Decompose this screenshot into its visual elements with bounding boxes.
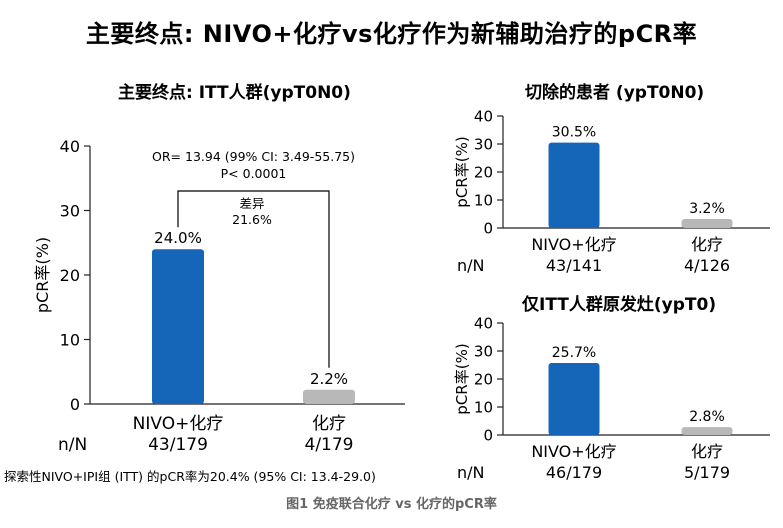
- figure-caption: 图1 免疫联合化疗 vs 化疗的pCR率: [286, 497, 497, 512]
- chart1-bar: [152, 249, 204, 404]
- chart1-nn-value: 43/179: [148, 435, 208, 455]
- chart3-nn-label: n/N: [457, 463, 485, 482]
- chart3-y-tick-label: 40: [474, 314, 493, 332]
- chart2-nn-value: 43/141: [546, 256, 602, 275]
- chart1-y-tick-label: 0: [70, 395, 80, 414]
- chart1-y-tick-label: 20: [60, 266, 80, 285]
- chart3-category-label: NIVO+化疗: [531, 442, 616, 461]
- chart2-y-tick-label: 0: [483, 219, 493, 237]
- chart2-y-tick-label: 20: [474, 163, 493, 181]
- right-top-chart-title: 切除的患者 (ypT0N0): [525, 83, 705, 103]
- chart3-nn-value: 5/179: [684, 463, 730, 482]
- chart3-y-axis-label: pCR率(%): [453, 343, 471, 414]
- chart2-bar: [548, 142, 600, 228]
- chart1-y-tick-label: 10: [60, 330, 80, 349]
- chart3-bar-value-label: 2.8%: [689, 409, 725, 425]
- chart3-y-tick-label: 20: [474, 370, 493, 388]
- chart3-y-tick-label: 10: [474, 398, 493, 416]
- chart2-y-tick-label: 30: [474, 135, 493, 153]
- footnote: 探索性NIVO+IPI组 (ITT) 的pCR率为20.4% (95% CI: …: [4, 469, 376, 484]
- chart1-category-label: NIVO+化疗: [133, 414, 224, 434]
- chart1-nn-label: n/N: [58, 435, 87, 455]
- chart3-y-tick-label: 30: [474, 342, 493, 360]
- chart2-nn-label: n/N: [457, 256, 485, 275]
- chart2-bar: [681, 219, 733, 228]
- chart1-difference-bracket: [177, 190, 330, 368]
- chart1-bar-value-label: 2.2%: [310, 370, 348, 388]
- chart1-difference-label: 差异: [239, 196, 264, 211]
- chart1-p-value-text: P< 0.0001: [221, 166, 287, 181]
- chart3-bar: [681, 427, 733, 435]
- chart1-or-text: OR= 13.94 (99% CI: 3.49-55.75): [152, 149, 355, 164]
- chart1-nn-value: 4/179: [305, 435, 354, 455]
- chart2-y-axis-label: pCR率(%): [453, 136, 471, 207]
- chart2-bar-value-label: 3.2%: [689, 201, 725, 217]
- chart2-bar-value-label: 30.5%: [552, 125, 596, 141]
- chart3-nn-value: 46/179: [546, 463, 602, 482]
- chart1-difference-value: 21.6%: [232, 212, 272, 227]
- chart2-category-label: NIVO+化疗: [531, 235, 616, 254]
- chart3-y-tick-label: 0: [483, 426, 493, 444]
- chart1-category-label: 化疗: [312, 414, 346, 434]
- chart1-y-axis-label: pCR率(%): [33, 237, 52, 313]
- chart2-y-tick-label: 10: [474, 191, 493, 209]
- chart1-bar: [303, 389, 355, 404]
- figure-main-title: 主要终点: NIVO+化疗vs化疗作为新辅助治疗的pCR率: [85, 20, 698, 48]
- chart3-bar: [548, 363, 600, 435]
- right-bottom-chart-title: 仅ITT人群原发灶(ypT0): [522, 295, 717, 315]
- chart1-bar-value-label: 24.0%: [154, 229, 202, 247]
- chart2-category-label: 化疗: [691, 235, 723, 254]
- left-chart-title: 主要终点: ITT人群(ypT0N0): [118, 83, 351, 103]
- chart1-y-tick-label: 30: [60, 201, 80, 220]
- chart3-category-label: 化疗: [691, 442, 723, 461]
- chart3-bar-value-label: 25.7%: [552, 345, 596, 361]
- chart2-nn-value: 4/126: [684, 256, 730, 275]
- chart2-y-tick-label: 40: [474, 107, 493, 125]
- chart1-y-tick-label: 40: [60, 137, 80, 156]
